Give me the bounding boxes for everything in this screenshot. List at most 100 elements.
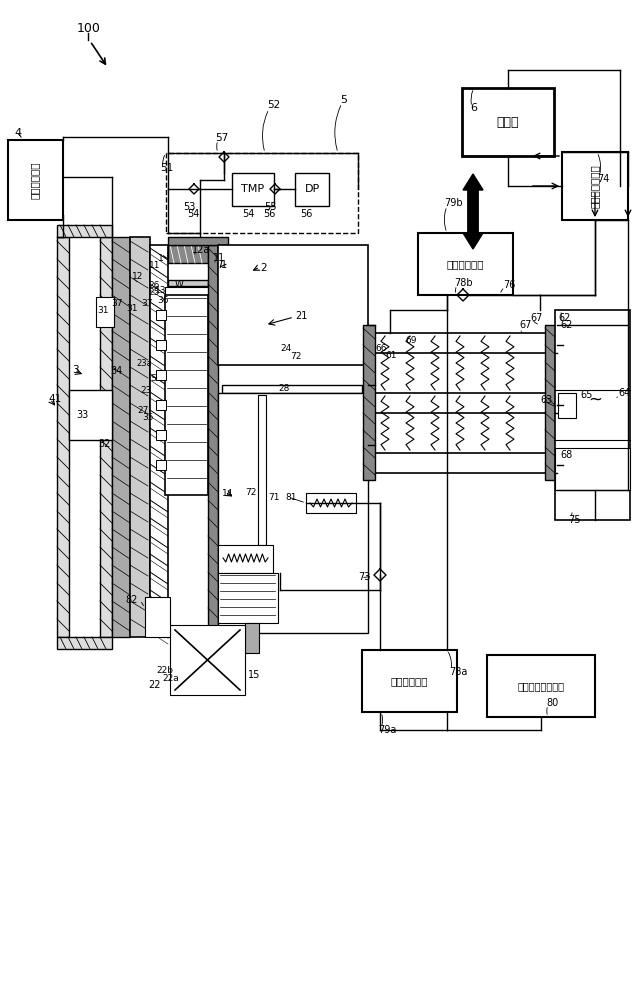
Text: 1: 1 (221, 260, 227, 270)
Bar (218, 573, 278, 623)
Bar (218, 545, 273, 573)
Text: 67: 67 (519, 320, 531, 330)
Text: 23a: 23a (136, 359, 152, 368)
Bar (558, 393, 576, 418)
Text: 3: 3 (72, 365, 79, 375)
Text: 82: 82 (125, 595, 138, 605)
Bar (100, 237, 112, 637)
Text: 22b: 22b (156, 665, 173, 674)
Text: DP: DP (305, 184, 319, 194)
Bar (156, 310, 166, 320)
Text: 56: 56 (300, 209, 312, 219)
FancyArrow shape (463, 174, 483, 233)
Text: 26: 26 (148, 280, 160, 289)
Text: 62: 62 (558, 313, 570, 323)
Text: 67: 67 (530, 313, 542, 323)
Text: TMP: TMP (241, 184, 264, 194)
Text: 57: 57 (215, 133, 228, 143)
Bar (8, 140, 63, 220)
Text: 69: 69 (405, 336, 417, 345)
Text: 4: 4 (14, 128, 21, 138)
Bar (418, 233, 513, 295)
Text: 51: 51 (160, 163, 173, 173)
Text: 68: 68 (560, 450, 572, 460)
Text: 76: 76 (503, 280, 515, 290)
Text: 33: 33 (76, 410, 88, 420)
Text: 37: 37 (111, 298, 122, 308)
Text: 冷媒抽取機構: 冷媒抽取機構 (390, 676, 428, 686)
Text: 21: 21 (295, 311, 307, 321)
Text: 13: 13 (155, 285, 166, 294)
Text: 80: 80 (546, 698, 558, 708)
Bar (362, 650, 457, 712)
Text: 56: 56 (263, 209, 275, 219)
Text: 31: 31 (97, 306, 109, 315)
Text: 22a: 22a (162, 673, 179, 682)
Bar (306, 493, 356, 513)
Text: 79b: 79b (444, 198, 463, 208)
Text: 制御部: 制御部 (497, 116, 519, 129)
Text: ~: ~ (588, 391, 602, 409)
Text: 15: 15 (248, 670, 260, 680)
Bar (218, 393, 368, 633)
Bar (208, 245, 218, 635)
Text: 伝熱ガス供給機構: 伝熱ガス供給機構 (518, 681, 564, 691)
Text: 1: 1 (158, 253, 164, 262)
Text: 52: 52 (267, 100, 280, 110)
Text: ガス供給機構: ガス供給機構 (30, 161, 40, 199)
Text: 14: 14 (222, 488, 234, 497)
Bar (218, 245, 368, 365)
Text: 36: 36 (157, 295, 168, 305)
Text: 6: 6 (470, 103, 477, 113)
Bar (555, 448, 630, 490)
Text: W: W (175, 279, 184, 288)
Bar (368, 333, 553, 353)
Text: 54: 54 (242, 209, 254, 219)
Text: 66: 66 (375, 344, 387, 353)
Text: 81: 81 (285, 492, 296, 501)
Text: 79a: 79a (378, 725, 396, 735)
Text: 23: 23 (141, 386, 152, 395)
Bar (156, 430, 166, 440)
Text: 11: 11 (148, 260, 160, 269)
Bar (112, 237, 130, 637)
Text: 28: 28 (278, 384, 289, 393)
Bar (555, 310, 630, 520)
Bar (130, 237, 150, 637)
Text: 11: 11 (213, 253, 225, 263)
Text: 65: 65 (580, 390, 593, 400)
Bar (145, 597, 170, 637)
Bar (168, 280, 208, 286)
Bar (368, 453, 553, 473)
Text: チラーユニット: チラーユニット (590, 164, 600, 208)
Text: 41: 41 (48, 394, 61, 404)
Text: 27: 27 (138, 405, 149, 414)
Text: 12: 12 (132, 271, 143, 280)
Bar (368, 393, 553, 413)
Text: 64: 64 (618, 388, 630, 398)
Text: 72: 72 (290, 352, 301, 361)
Text: 冷媒抽取機構: 冷媒抽取機構 (446, 259, 484, 269)
Text: S: S (150, 374, 156, 383)
Bar (562, 152, 628, 220)
Text: 78b: 78b (454, 278, 472, 288)
Bar (168, 237, 228, 245)
Text: 62: 62 (560, 320, 572, 330)
Text: 5: 5 (340, 95, 347, 105)
Bar (96, 297, 114, 327)
Text: 54: 54 (187, 209, 200, 219)
Text: 100: 100 (77, 21, 101, 34)
Text: 73: 73 (358, 572, 371, 582)
Text: 22: 22 (148, 680, 161, 690)
Text: 35: 35 (143, 412, 154, 421)
Text: 78a: 78a (449, 667, 467, 677)
Bar (69, 390, 112, 440)
Text: 31: 31 (126, 304, 138, 313)
Text: 37: 37 (141, 298, 152, 308)
Text: 75: 75 (568, 515, 580, 525)
Bar (245, 623, 259, 653)
Bar (232, 173, 274, 206)
Bar (57, 225, 112, 237)
Text: 12a: 12a (192, 245, 211, 255)
Text: 25: 25 (148, 287, 160, 296)
